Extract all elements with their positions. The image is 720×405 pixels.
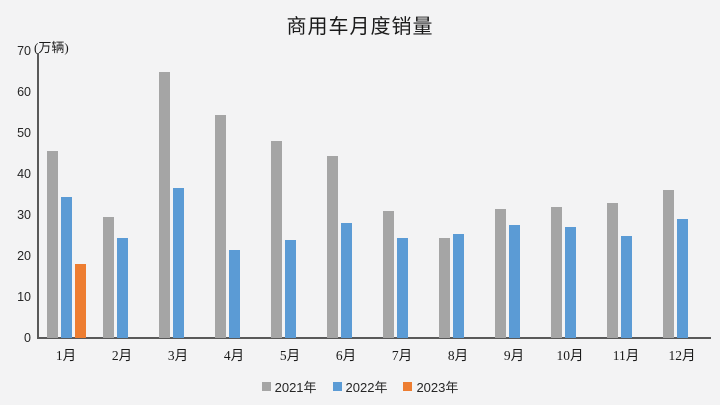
legend-label: 2022年 xyxy=(345,380,388,395)
x-axis-label-8月: 8月 xyxy=(447,348,469,363)
bar-group-4月 xyxy=(206,51,262,338)
chart-title: 商用车月度销量 xyxy=(286,16,434,38)
bar-2021年-5月 xyxy=(270,141,282,338)
legend-swatch-icon xyxy=(261,382,271,391)
bar-2023年-1月 xyxy=(74,264,86,338)
bar-2021年-4月 xyxy=(214,114,226,338)
legend-label: 2021年 xyxy=(274,380,317,395)
bar-group-5月 xyxy=(262,51,318,338)
x-axis-line xyxy=(37,337,711,339)
bar-2022年-4月 xyxy=(228,249,240,338)
bar-2021年-11月 xyxy=(606,202,618,338)
bar-2022年-6月 xyxy=(340,223,352,338)
x-axis-label-11月: 11月 xyxy=(612,348,640,363)
y-tick-label: 20 xyxy=(17,249,31,263)
x-axis-labels: 1月 2月 3月 4月 5月 6月 7月 8月 9月 10月 11月 12月 xyxy=(38,344,710,364)
bar-2022年-5月 xyxy=(284,239,296,338)
bar-group-2月 xyxy=(94,51,150,338)
y-axis-line xyxy=(37,53,39,338)
x-axis-label-5月: 5月 xyxy=(279,348,301,363)
legend-item-2021年: 2021年 xyxy=(261,377,317,396)
bar-2021年-12月 xyxy=(662,190,674,338)
bar-2021年-7月 xyxy=(382,210,394,338)
bar-2022年-3月 xyxy=(172,188,184,338)
bar-2022年-10月 xyxy=(564,227,576,338)
bar-group-11月 xyxy=(598,51,654,338)
bar-group-3月 xyxy=(150,51,206,338)
x-axis-label-9月: 9月 xyxy=(503,348,525,363)
bar-2022年-9月 xyxy=(508,225,520,338)
bar-2021年-2月 xyxy=(102,217,114,338)
bar-group-8月 xyxy=(430,51,486,338)
x-axis-label-3月: 3月 xyxy=(167,348,189,363)
x-axis-label-2月: 2月 xyxy=(111,348,133,363)
bar-group-7月 xyxy=(374,51,430,338)
bar-2021年-8月 xyxy=(438,237,450,338)
y-axis-unit-label: (万辆) xyxy=(34,40,69,55)
x-axis-label-7月: 7月 xyxy=(391,348,413,363)
x-axis-label-4月: 4月 xyxy=(223,348,245,363)
y-tick-label: 30 xyxy=(17,208,31,222)
bar-2022年-7月 xyxy=(396,237,408,338)
bar-group-1月 xyxy=(38,51,94,338)
x-axis-label-10月: 10月 xyxy=(556,348,584,363)
bar-2021年-9月 xyxy=(494,208,506,338)
legend: 2021年 2022年 2023年 xyxy=(0,377,720,396)
bar-group-6月 xyxy=(318,51,374,338)
y-tick-label: 60 xyxy=(17,85,31,99)
plot-area xyxy=(38,51,710,338)
legend-swatch-icon xyxy=(332,382,342,391)
bar-group-10月 xyxy=(542,51,598,338)
bar-2021年-6月 xyxy=(326,155,338,338)
bar-2022年-2月 xyxy=(116,237,128,338)
bar-2022年-8月 xyxy=(452,233,464,338)
y-tick-label: 50 xyxy=(17,126,31,140)
legend-item-2022年: 2022年 xyxy=(332,377,388,396)
y-tick-label: 40 xyxy=(17,167,31,181)
legend-label: 2023年 xyxy=(416,380,459,395)
bar-2021年-10月 xyxy=(550,206,562,338)
bar-2022年-1月 xyxy=(60,196,72,338)
bar-group-9月 xyxy=(486,51,542,338)
bar-group-12月 xyxy=(654,51,710,338)
legend-swatch-icon xyxy=(403,382,413,391)
y-tick-label: 10 xyxy=(17,290,31,304)
legend-item-2023年: 2023年 xyxy=(403,377,458,396)
x-axis-label-1月: 1月 xyxy=(55,348,77,363)
y-tick-label: 0 xyxy=(24,331,31,345)
y-tick-label: 70 xyxy=(17,44,31,58)
x-axis-label-6月: 6月 xyxy=(335,348,357,363)
bar-2021年-1月 xyxy=(46,151,58,338)
bar-2021年-3月 xyxy=(158,71,170,338)
x-axis-label-12月: 12月 xyxy=(668,348,696,363)
bar-2022年-11月 xyxy=(620,235,632,338)
bar-2022年-12月 xyxy=(676,219,688,338)
